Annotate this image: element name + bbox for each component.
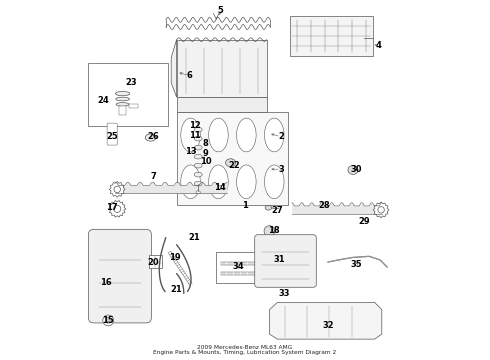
Ellipse shape xyxy=(265,165,284,199)
Text: 18: 18 xyxy=(268,226,280,235)
Text: 1: 1 xyxy=(242,201,248,210)
Bar xyxy=(148,255,162,268)
Text: 12: 12 xyxy=(189,122,200,130)
Text: 21: 21 xyxy=(189,233,200,242)
Bar xyxy=(176,40,267,97)
Text: 34: 34 xyxy=(232,262,244,271)
Text: 29: 29 xyxy=(358,217,369,226)
Text: 25: 25 xyxy=(106,132,118,141)
Ellipse shape xyxy=(116,103,129,106)
Text: 5: 5 xyxy=(217,6,223,15)
Bar xyxy=(290,16,373,56)
Bar xyxy=(88,63,168,126)
Ellipse shape xyxy=(194,145,202,150)
Circle shape xyxy=(378,207,384,213)
Text: 6: 6 xyxy=(186,71,192,80)
Text: 21: 21 xyxy=(171,285,182,294)
Polygon shape xyxy=(270,302,382,339)
Text: 17: 17 xyxy=(106,202,118,211)
Text: 35: 35 xyxy=(351,260,363,269)
Ellipse shape xyxy=(116,97,129,101)
Text: 9: 9 xyxy=(202,149,208,158)
Text: 2009 Mercedes-Benz ML63 AMG
Engine Parts & Mounts, Timing, Lubrication System Di: 2009 Mercedes-Benz ML63 AMG Engine Parts… xyxy=(153,345,337,355)
Text: 28: 28 xyxy=(318,201,330,210)
Ellipse shape xyxy=(225,159,236,167)
Text: 14: 14 xyxy=(214,183,226,192)
Text: 32: 32 xyxy=(322,321,334,330)
Ellipse shape xyxy=(194,163,202,168)
Circle shape xyxy=(264,226,275,237)
Text: 8: 8 xyxy=(202,139,208,148)
Text: 33: 33 xyxy=(279,289,291,298)
Text: 24: 24 xyxy=(97,96,109,105)
Text: 20: 20 xyxy=(147,258,159,267)
Text: 7: 7 xyxy=(150,172,156,181)
Text: 26: 26 xyxy=(147,132,159,141)
Text: 11: 11 xyxy=(189,130,200,139)
Text: 23: 23 xyxy=(126,78,137,87)
Text: 31: 31 xyxy=(273,255,285,264)
Polygon shape xyxy=(109,181,125,197)
FancyBboxPatch shape xyxy=(255,235,316,287)
Ellipse shape xyxy=(145,134,156,141)
Ellipse shape xyxy=(181,118,200,152)
Text: 27: 27 xyxy=(271,206,283,215)
Ellipse shape xyxy=(181,165,200,199)
Text: 15: 15 xyxy=(102,316,114,325)
Text: 22: 22 xyxy=(228,161,240,170)
Bar xyxy=(129,104,138,108)
FancyBboxPatch shape xyxy=(88,229,151,323)
Ellipse shape xyxy=(348,165,358,174)
Ellipse shape xyxy=(209,165,228,199)
Text: 16: 16 xyxy=(100,278,112,287)
Text: 4: 4 xyxy=(375,40,381,49)
Text: 10: 10 xyxy=(199,157,211,166)
Ellipse shape xyxy=(194,154,202,159)
Ellipse shape xyxy=(194,172,202,177)
FancyBboxPatch shape xyxy=(107,123,117,145)
Polygon shape xyxy=(171,40,176,97)
Text: 2: 2 xyxy=(278,132,284,141)
Ellipse shape xyxy=(194,181,202,186)
Ellipse shape xyxy=(265,205,271,210)
Ellipse shape xyxy=(265,118,284,152)
Circle shape xyxy=(103,315,114,326)
Circle shape xyxy=(105,318,111,323)
Bar xyxy=(176,97,267,112)
Text: 13: 13 xyxy=(185,147,197,156)
Bar xyxy=(119,106,126,115)
Text: 30: 30 xyxy=(351,165,362,174)
Ellipse shape xyxy=(209,118,228,152)
Polygon shape xyxy=(373,202,389,218)
Circle shape xyxy=(114,186,121,193)
Text: 19: 19 xyxy=(169,253,181,262)
Ellipse shape xyxy=(237,165,256,199)
Bar xyxy=(216,252,259,283)
Circle shape xyxy=(114,205,121,212)
Ellipse shape xyxy=(194,127,202,132)
Polygon shape xyxy=(109,201,126,217)
Ellipse shape xyxy=(196,191,200,194)
Text: 3: 3 xyxy=(278,165,284,174)
Bar xyxy=(176,112,288,205)
Ellipse shape xyxy=(116,91,130,96)
Ellipse shape xyxy=(194,136,202,141)
Ellipse shape xyxy=(237,118,256,152)
